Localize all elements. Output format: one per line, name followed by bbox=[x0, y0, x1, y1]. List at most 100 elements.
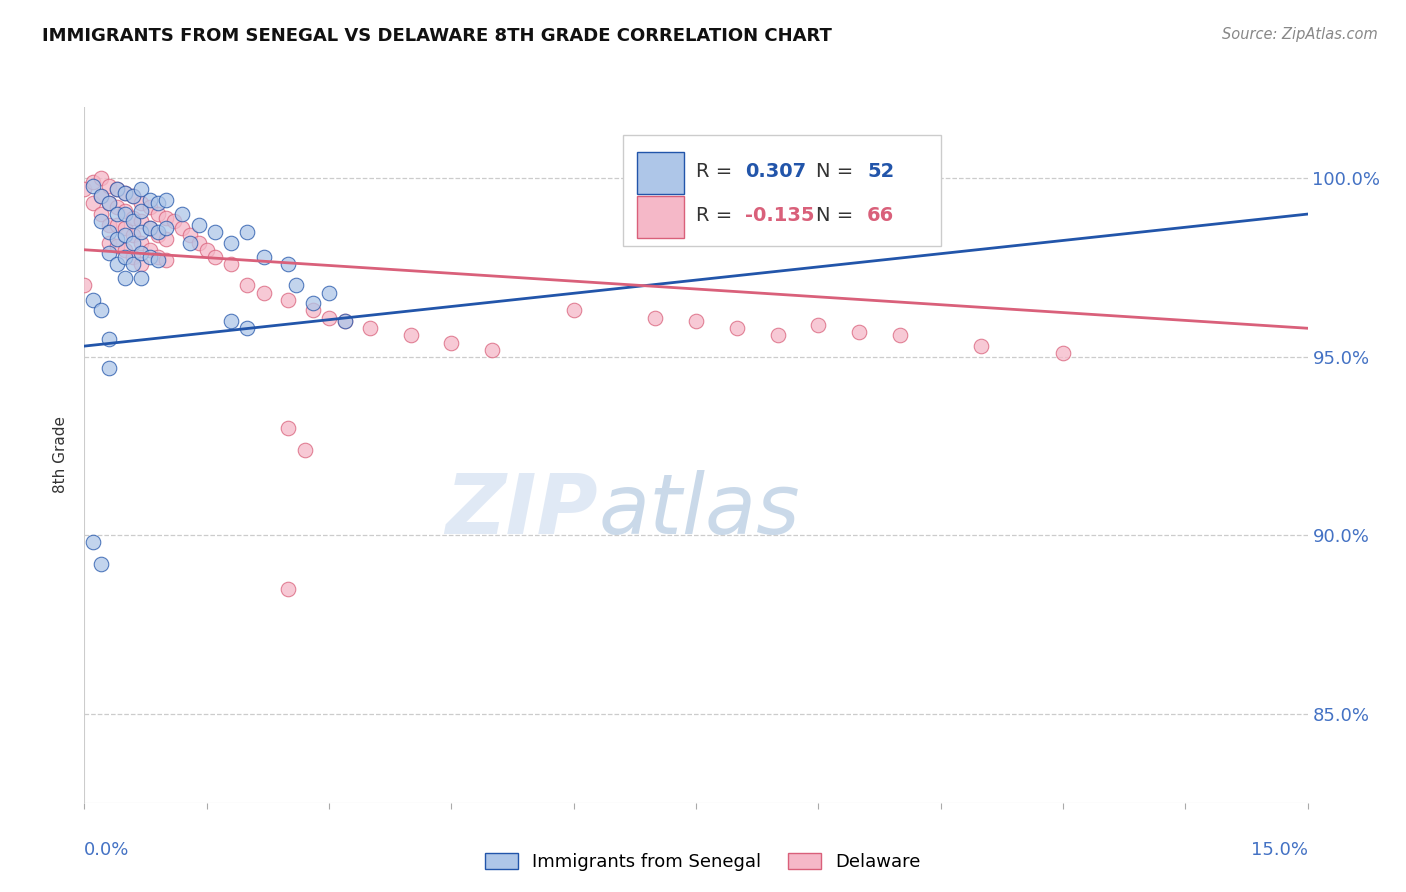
Text: R =: R = bbox=[696, 206, 738, 225]
Legend: Immigrants from Senegal, Delaware: Immigrants from Senegal, Delaware bbox=[478, 846, 928, 879]
Point bbox=[73, 278, 96, 293]
Point bbox=[90, 189, 112, 203]
Text: N =: N = bbox=[815, 206, 859, 225]
Point bbox=[122, 189, 145, 203]
Point bbox=[562, 303, 585, 318]
Point bbox=[97, 225, 120, 239]
Point bbox=[138, 243, 160, 257]
Point bbox=[131, 196, 153, 211]
Text: N =: N = bbox=[815, 162, 859, 181]
Point bbox=[97, 196, 120, 211]
Point bbox=[122, 257, 145, 271]
Point bbox=[889, 328, 911, 343]
Y-axis label: 8th Grade: 8th Grade bbox=[53, 417, 69, 493]
Point bbox=[97, 196, 120, 211]
Point bbox=[807, 318, 830, 332]
Point bbox=[155, 193, 177, 207]
Point bbox=[236, 278, 259, 293]
Text: 0.0%: 0.0% bbox=[84, 841, 129, 859]
Point bbox=[335, 314, 357, 328]
Point bbox=[122, 211, 145, 225]
Point bbox=[131, 246, 153, 260]
Point bbox=[301, 303, 323, 318]
Point bbox=[82, 535, 104, 549]
Point bbox=[105, 232, 128, 246]
Text: ZIP: ZIP bbox=[446, 470, 598, 551]
Point bbox=[131, 182, 153, 196]
Point bbox=[155, 232, 177, 246]
Point bbox=[301, 296, 323, 310]
Point bbox=[114, 203, 136, 218]
Point bbox=[114, 250, 136, 264]
Point bbox=[644, 310, 666, 325]
Point bbox=[440, 335, 463, 350]
Point bbox=[122, 250, 145, 264]
Point bbox=[131, 235, 153, 250]
Point bbox=[155, 221, 177, 235]
Point bbox=[105, 257, 128, 271]
Point bbox=[253, 250, 276, 264]
Point bbox=[122, 189, 145, 203]
Point bbox=[122, 228, 145, 243]
Point bbox=[318, 285, 340, 300]
Point bbox=[131, 214, 153, 228]
Point bbox=[90, 189, 112, 203]
Text: IMMIGRANTS FROM SENEGAL VS DELAWARE 8TH GRADE CORRELATION CHART: IMMIGRANTS FROM SENEGAL VS DELAWARE 8TH … bbox=[42, 27, 832, 45]
Point bbox=[82, 175, 104, 189]
Point bbox=[219, 235, 242, 250]
Point bbox=[114, 271, 136, 285]
Point bbox=[138, 221, 160, 235]
Text: 15.0%: 15.0% bbox=[1250, 841, 1308, 859]
Point bbox=[848, 325, 870, 339]
Point bbox=[82, 196, 104, 211]
Point bbox=[146, 250, 169, 264]
Point bbox=[685, 314, 707, 328]
Point bbox=[1052, 346, 1074, 360]
Text: 52: 52 bbox=[868, 162, 894, 181]
Point bbox=[146, 228, 169, 243]
Point bbox=[204, 225, 226, 239]
Point bbox=[163, 214, 186, 228]
Point bbox=[155, 211, 177, 225]
Text: atlas: atlas bbox=[598, 470, 800, 551]
Point bbox=[277, 293, 299, 307]
Point bbox=[138, 193, 160, 207]
Point bbox=[90, 207, 112, 221]
Point bbox=[97, 218, 120, 232]
Point bbox=[179, 228, 201, 243]
Point bbox=[172, 207, 194, 221]
Point bbox=[277, 582, 299, 596]
Point bbox=[725, 321, 748, 335]
Point bbox=[172, 221, 194, 235]
Point bbox=[105, 182, 128, 196]
Point bbox=[399, 328, 422, 343]
Point bbox=[105, 200, 128, 214]
Bar bbox=[637, 153, 683, 194]
Point bbox=[90, 171, 112, 186]
Point bbox=[155, 253, 177, 268]
Point bbox=[90, 557, 112, 571]
Point bbox=[195, 243, 218, 257]
Point bbox=[97, 360, 120, 375]
Point bbox=[236, 321, 259, 335]
Point bbox=[294, 442, 316, 457]
Point bbox=[105, 182, 128, 196]
Point bbox=[146, 253, 169, 268]
Point bbox=[277, 421, 299, 435]
Point bbox=[131, 203, 153, 218]
Point bbox=[97, 178, 120, 193]
Bar bbox=[637, 196, 683, 238]
Point bbox=[138, 250, 160, 264]
Point bbox=[970, 339, 993, 353]
FancyBboxPatch shape bbox=[623, 135, 941, 246]
Point bbox=[179, 235, 201, 250]
Point bbox=[90, 214, 112, 228]
Point bbox=[359, 321, 381, 335]
Text: R =: R = bbox=[696, 162, 738, 181]
Point bbox=[97, 332, 120, 346]
Point bbox=[138, 221, 160, 235]
Point bbox=[146, 225, 169, 239]
Point bbox=[481, 343, 503, 357]
Point bbox=[122, 214, 145, 228]
Point bbox=[187, 235, 209, 250]
